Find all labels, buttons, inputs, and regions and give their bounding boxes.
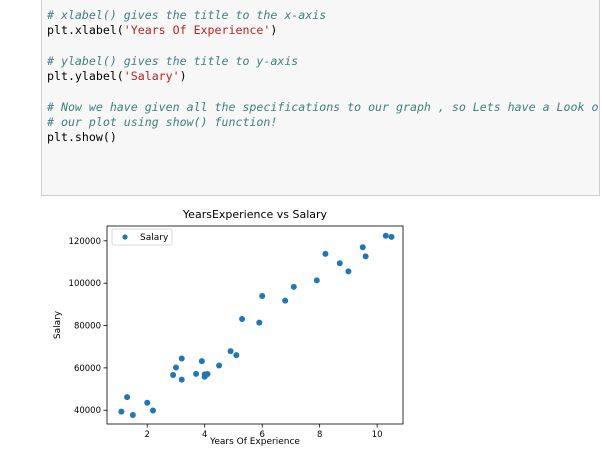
y-tick-label: 80000 <box>74 322 101 332</box>
data-point <box>322 250 329 257</box>
data-point <box>227 348 234 355</box>
code-comment: # ylabel() gives the title to y-axis <box>47 53 299 68</box>
code-line: # xlabel() gives the title to the x-axis <box>47 8 599 23</box>
data-point <box>204 371 211 378</box>
code-comment: # Now we have given all the specificatio… <box>47 99 600 114</box>
data-point <box>216 362 223 369</box>
data-point <box>359 244 366 251</box>
data-point <box>178 355 185 362</box>
code-line: # ylabel() gives the title to y-axis <box>47 53 599 69</box>
data-point <box>178 376 185 383</box>
data-point <box>129 412 136 419</box>
x-tick-label: 4 <box>202 430 207 440</box>
cell-output: YearsExperience vs Salary 40000 60000 8000… <box>44 204 414 454</box>
code-text: plt.show() <box>47 130 117 145</box>
code-line: # our plot using show() function! <box>47 115 599 130</box>
code-line: # Now we have given all the specificatio… <box>47 99 600 115</box>
data-point <box>193 370 200 377</box>
data-points <box>118 232 395 419</box>
code-editor[interactable]: # xlabel() gives the title to the x-axis… <box>47 8 600 146</box>
data-point <box>170 371 177 378</box>
data-point <box>149 407 156 414</box>
code-text: plt.xlabel( <box>47 23 124 38</box>
data-point <box>336 260 343 267</box>
code-line: plt.xlabel('Years Of Experience') <box>47 23 599 38</box>
plot-area <box>106 225 404 425</box>
y-tick-label: 100000 <box>69 279 101 289</box>
data-point <box>388 233 395 240</box>
y-tick-label: 120000 <box>69 237 101 247</box>
y-tick-label: 60000 <box>74 364 101 374</box>
data-point <box>198 358 205 365</box>
data-point <box>124 394 131 401</box>
y-tick-label: 40000 <box>74 406 101 416</box>
data-point <box>144 399 151 406</box>
data-point <box>290 283 297 290</box>
y-axis-ticks: 40000 60000 80000 100000 120000 <box>69 237 107 416</box>
data-point <box>382 232 389 239</box>
code-line <box>47 84 599 99</box>
data-point <box>345 268 352 275</box>
chart-title: YearsExperience vs Salary <box>182 208 328 221</box>
legend-marker <box>122 234 128 240</box>
data-point <box>313 277 320 284</box>
code-line <box>47 39 599 54</box>
data-point <box>256 319 263 326</box>
x-axis-label: Years Of Experience <box>209 437 300 447</box>
code-line: plt.show() <box>47 130 599 145</box>
legend: Salary <box>111 228 173 246</box>
data-point <box>239 315 246 322</box>
x-tick-label: 6 <box>259 430 264 440</box>
data-point <box>118 408 125 415</box>
code-cell-input[interactable]: # xlabel() gives the title to the x-axis… <box>41 0 600 196</box>
data-point <box>362 253 369 260</box>
code-string: 'Years Of Experience' <box>123 23 271 38</box>
code-comment: # xlabel() gives the title to the x-axis <box>47 8 327 22</box>
code-line: plt.ylabel('Salary') <box>47 69 599 84</box>
data-point <box>233 352 240 359</box>
code-text: plt.ylabel( <box>47 69 124 84</box>
code-text: ) <box>270 23 278 38</box>
x-tick-label: 2 <box>145 430 150 440</box>
code-comment: # our plot using show() function! <box>47 115 278 130</box>
x-axis-ticks: 2 4 6 8 10 <box>145 424 383 440</box>
x-tick-label: 8 <box>317 430 322 440</box>
x-tick-label: 10 <box>372 430 383 440</box>
data-point <box>172 364 179 371</box>
code-string: 'Salary' <box>123 69 180 84</box>
scatter-chart: YearsExperience vs Salary 40000 60000 8000… <box>53 208 404 447</box>
y-axis-label: Salary <box>53 310 63 339</box>
legend-label-salary: Salary <box>140 233 169 243</box>
code-text: ) <box>179 69 187 84</box>
data-point <box>259 293 266 300</box>
data-point <box>282 297 289 304</box>
legend-box <box>111 228 173 246</box>
